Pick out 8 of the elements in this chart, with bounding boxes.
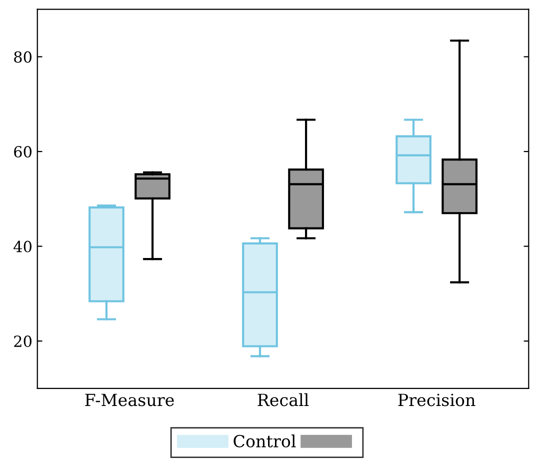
y-tick-label: 40 — [14, 240, 32, 252]
y-tick-label: 80 — [14, 51, 32, 63]
y-tick-label: 60 — [14, 146, 32, 158]
x-tick-label: Recall — [258, 393, 309, 406]
y-tick-label: 20 — [14, 336, 32, 348]
x-tick-label: Precision — [398, 394, 476, 406]
legend-label: Control — [234, 434, 296, 448]
x-tick-label: F-Measure — [85, 394, 174, 406]
